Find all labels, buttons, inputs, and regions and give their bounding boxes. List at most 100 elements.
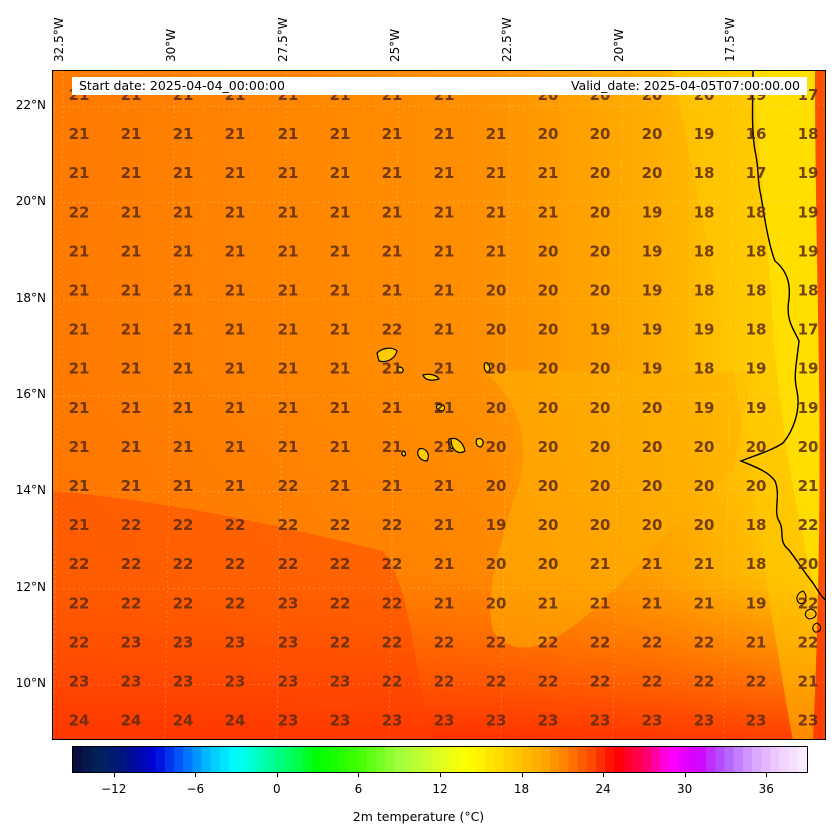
- temperature-value: 21: [173, 125, 194, 143]
- temperature-value: 18: [746, 282, 767, 300]
- temperature-value: 20: [590, 164, 611, 182]
- temperature-value: 21: [434, 438, 455, 456]
- temperature-value: 20: [538, 438, 559, 456]
- colorbar-segment: [476, 747, 487, 772]
- temperature-value: 23: [538, 712, 559, 730]
- colorbar-segment: [320, 747, 331, 772]
- temperature-value: 21: [434, 164, 455, 182]
- temperature-value: 19: [694, 321, 715, 339]
- temperature-value: 20: [694, 438, 715, 456]
- longitude-label: 32.5°W: [52, 17, 66, 62]
- temperature-value: 20: [590, 360, 611, 378]
- longitude-label: 25°W: [388, 28, 402, 62]
- temperature-value: 21: [225, 203, 246, 221]
- temperature-value: 20: [538, 321, 559, 339]
- valid-date-text: Valid_date: 2025-04-05T07:00:00.00: [570, 78, 800, 93]
- temperature-value: 21: [173, 360, 194, 378]
- temperature-value: 21: [278, 399, 299, 417]
- colorbar-segment: [678, 747, 689, 772]
- temperature-value: 24: [69, 712, 90, 730]
- temperature-value: 22: [173, 594, 194, 612]
- temperature-value: 20: [746, 438, 767, 456]
- temperature-value: 22: [382, 321, 403, 339]
- temperature-value: 20: [486, 321, 507, 339]
- temperature-value: 21: [434, 399, 455, 417]
- colorbar-tick-mark: [358, 773, 360, 777]
- temperature-value: 22: [225, 516, 246, 534]
- temperature-value: 20: [642, 399, 663, 417]
- temperature-value: 18: [798, 282, 819, 300]
- colorbar-segment: [733, 747, 744, 772]
- temperature-value: 21: [173, 399, 194, 417]
- temperature-value: 21: [121, 282, 142, 300]
- temperature-value: 22: [69, 594, 90, 612]
- colorbar-segment: [577, 747, 588, 772]
- colorbar-segment: [302, 747, 313, 772]
- temperature-value: 21: [278, 360, 299, 378]
- temperature-value: 21: [694, 594, 715, 612]
- colorbar-segment: [339, 747, 349, 772]
- longitude-label: 27.5°W: [276, 17, 290, 62]
- temperature-value: 21: [382, 164, 403, 182]
- colorbar-tick-label: 0: [273, 782, 281, 796]
- colorbar-tick-label: −6: [186, 782, 205, 796]
- temperature-value: 18: [746, 516, 767, 534]
- temperature-value: 20: [590, 399, 611, 417]
- colorbar-segment: [797, 747, 808, 772]
- temperature-value: 22: [590, 633, 611, 651]
- colorbar-segment: [715, 747, 726, 772]
- colorbar-segment: [614, 747, 625, 772]
- temperature-value: 21: [173, 438, 194, 456]
- temperature-value: 22: [121, 555, 142, 573]
- cabo-verde-islands: [376, 347, 491, 462]
- longitude-label: 20°W: [612, 28, 626, 62]
- colorbar-segment: [485, 747, 496, 772]
- temperature-value: 21: [798, 477, 819, 495]
- temperature-value: 19: [746, 399, 767, 417]
- temperature-value: 23: [382, 712, 403, 730]
- temperature-value: 20: [486, 555, 507, 573]
- colorbar-gradient: [73, 747, 808, 772]
- colorbar-segment: [651, 747, 661, 772]
- temperature-value: 21: [434, 321, 455, 339]
- temperature-value: 22: [642, 633, 663, 651]
- colorbar-tick-mark: [603, 773, 605, 777]
- temperature-value: 21: [121, 164, 142, 182]
- longitude-label: 22.5°W: [500, 17, 514, 62]
- temperature-value: 21: [330, 360, 351, 378]
- colorbar-segment: [559, 747, 570, 772]
- temperature-value: 21: [121, 360, 142, 378]
- colorbar-segment: [788, 747, 799, 772]
- temperature-value: 20: [538, 399, 559, 417]
- temperature-value: 21: [538, 164, 559, 182]
- colorbar-segment: [256, 747, 267, 772]
- colorbar-segment: [495, 747, 505, 772]
- colorbar-segment: [706, 747, 716, 772]
- temperature-value: 20: [798, 555, 819, 573]
- date-info-bar: Start date: 2025-04-04_00:00:00 Valid_da…: [72, 77, 807, 95]
- colorbar-segment: [100, 747, 111, 772]
- temperature-value: 23: [642, 712, 663, 730]
- colorbar-tick-label: 12: [432, 782, 448, 796]
- temperature-value: 21: [434, 125, 455, 143]
- temperature-value: 21: [330, 321, 351, 339]
- temperature-value: 23: [278, 594, 299, 612]
- temperature-value: 21: [121, 321, 142, 339]
- temperature-value: 22: [173, 516, 194, 534]
- start-date-text: Start date: 2025-04-04_00:00:00: [79, 78, 285, 93]
- temperature-value: 21: [69, 321, 90, 339]
- field-patch-southwest: [53, 491, 433, 739]
- colorbar-segment: [669, 747, 680, 772]
- temperature-value: 22: [330, 555, 351, 573]
- temperature-value: 19: [798, 164, 819, 182]
- temperature-value: 18: [746, 203, 767, 221]
- temperature-value: 20: [486, 594, 507, 612]
- temperature-value: 21: [382, 360, 403, 378]
- temperature-value: 23: [173, 673, 194, 691]
- temperature-value: 22: [538, 633, 559, 651]
- temperature-value: 21: [382, 242, 403, 260]
- colorbar-segment: [403, 747, 414, 772]
- temperature-value: 22: [486, 633, 507, 651]
- colorbar-segment: [375, 747, 386, 772]
- temperature-value: 22: [382, 673, 403, 691]
